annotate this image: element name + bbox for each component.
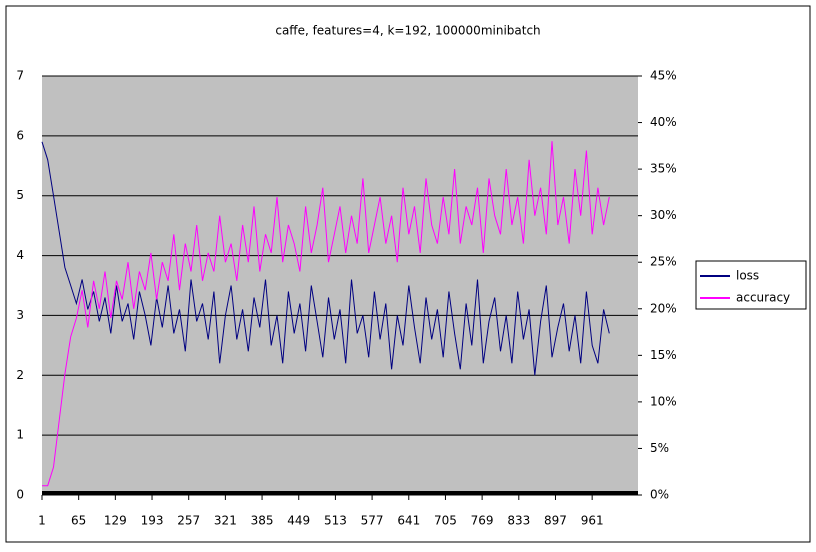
y2-tick-label: 10%: [650, 394, 677, 408]
x-tick-label: 641: [397, 514, 420, 528]
x-tick-label: 385: [251, 514, 274, 528]
y-tick-label: 3: [16, 308, 24, 322]
x-tick-label: 577: [361, 514, 384, 528]
x-tick-label: 769: [471, 514, 494, 528]
legend-label: loss: [736, 269, 759, 283]
y-tick-label: 2: [16, 368, 24, 382]
x-tick-label: 961: [581, 514, 604, 528]
legend-label: accuracy: [736, 291, 790, 305]
y2-tick-label: 40%: [650, 115, 677, 129]
chart-title: caffe, features=4, k=192, 100000minibatc…: [275, 24, 540, 38]
x-tick-label: 193: [141, 514, 164, 528]
y2-tick-label: 30%: [650, 208, 677, 222]
x-tick-label: 257: [177, 514, 200, 528]
y2-tick-label: 15%: [650, 348, 677, 362]
series-line: [41, 141, 610, 376]
y2-tick-label: 25%: [650, 255, 677, 269]
y-tick-label: 5: [16, 188, 24, 202]
y2-tick-label: 35%: [650, 162, 677, 176]
x-tick-label: 129: [104, 514, 127, 528]
y2-tick-label: 20%: [650, 301, 677, 315]
x-tick-label: 449: [287, 514, 310, 528]
x-tick-label: 833: [507, 514, 530, 528]
x-tick-label: 1: [38, 514, 46, 528]
y-tick-label: 6: [16, 128, 24, 142]
y-tick-label: 0: [16, 488, 24, 502]
y2-tick-label: 45%: [650, 69, 677, 83]
x-tick-label: 321: [214, 514, 237, 528]
plot-area: [42, 76, 638, 495]
x-tick-label: 705: [434, 514, 457, 528]
y2-tick-label: 0%: [650, 488, 669, 502]
x-tick-label: 897: [544, 514, 567, 528]
y2-tick-label: 5%: [650, 441, 669, 455]
y-tick-label: 7: [16, 69, 24, 83]
x-tick-label: 65: [71, 514, 86, 528]
x-tick-label: 513: [324, 514, 347, 528]
x-axis-band: [42, 491, 638, 495]
legend-box: [695, 260, 807, 310]
y-tick-label: 1: [16, 428, 24, 442]
y-tick-label: 4: [16, 248, 24, 262]
series-line: [42, 141, 610, 487]
